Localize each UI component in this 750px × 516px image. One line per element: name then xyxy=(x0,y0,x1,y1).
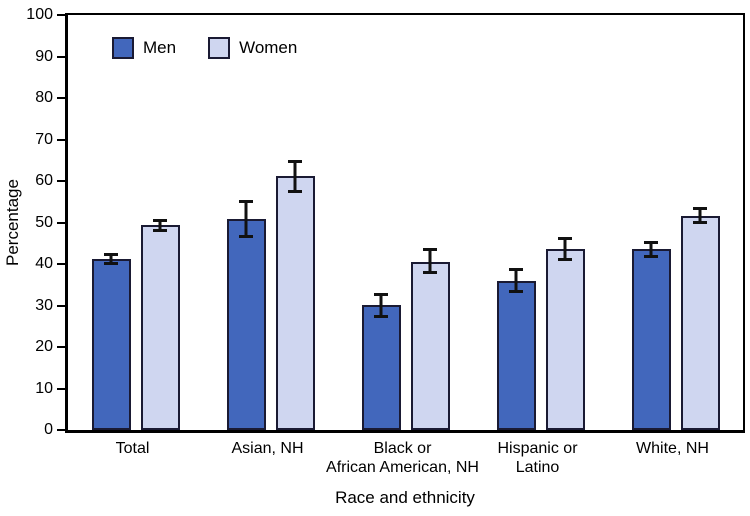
x-category-label: White, NH xyxy=(636,440,709,457)
y-tick xyxy=(57,180,65,182)
error-bar-women xyxy=(428,249,432,273)
bar-women xyxy=(545,249,585,430)
y-tick-label: 70 xyxy=(35,130,53,148)
bar-column-women xyxy=(140,15,180,430)
error-bar-cap xyxy=(423,271,437,275)
y-tick-label: 60 xyxy=(35,172,53,189)
bar-women xyxy=(410,261,450,430)
bar-column-women xyxy=(680,15,720,430)
error-bar-cap xyxy=(558,257,572,261)
error-bar-men xyxy=(244,201,248,237)
legend: Men Women xyxy=(112,37,297,59)
legend-label-women: Women xyxy=(239,38,298,57)
y-tick-label: 80 xyxy=(35,89,53,106)
bar-group xyxy=(68,15,203,430)
legend-item-men: Men xyxy=(112,37,176,59)
x-category-label: Asian, NH xyxy=(231,440,304,457)
y-tick-label: 10 xyxy=(35,379,53,397)
y-axis-title: Percentage xyxy=(3,179,22,267)
legend-item-women: Women xyxy=(208,37,297,59)
error-bar-cap xyxy=(644,254,658,258)
error-bar-cap xyxy=(693,206,707,210)
y-tick-label: 40 xyxy=(35,255,53,272)
error-bar-men xyxy=(109,254,113,264)
bar-column-men xyxy=(496,15,536,430)
error-bar-cap xyxy=(423,247,437,251)
bar-group xyxy=(473,15,608,430)
error-bar-women xyxy=(698,208,702,223)
y-tick xyxy=(57,304,65,307)
legend-swatch-men xyxy=(112,37,134,59)
legend-swatch-women xyxy=(208,37,231,59)
bar-women xyxy=(140,225,180,430)
bar-column-men xyxy=(91,15,131,430)
error-bar-cap xyxy=(288,159,302,163)
error-bar-cap xyxy=(693,221,707,225)
y-tick xyxy=(57,346,65,348)
x-category-label: Hispanic or Latino xyxy=(497,440,578,476)
y-tick-label: 100 xyxy=(26,6,53,23)
x-category-label: Black or African American, NH xyxy=(326,440,479,476)
y-tick-label: 30 xyxy=(35,296,53,314)
error-bar-cap xyxy=(153,218,167,222)
plot-area: Men Women 0 10 20 30 40 50 60 70 80 90 100 xyxy=(26,6,745,438)
error-bar-cap xyxy=(644,240,658,244)
y-tick xyxy=(57,221,65,224)
error-bar-cap xyxy=(374,315,388,319)
error-bar-cap xyxy=(509,267,523,271)
bar-women xyxy=(275,176,315,430)
error-bar-women xyxy=(158,220,162,231)
bar-women xyxy=(680,215,720,430)
error-bar-cap xyxy=(288,190,302,194)
y-tick xyxy=(57,97,65,99)
bar-group xyxy=(203,15,338,430)
y-tick xyxy=(57,429,65,431)
error-bar-women xyxy=(293,161,297,192)
bar-men xyxy=(226,219,266,430)
error-bar-cap xyxy=(104,252,118,256)
bar-men xyxy=(631,249,671,430)
bar-column-men xyxy=(631,15,671,430)
error-bar-cap xyxy=(374,292,388,296)
bar-men xyxy=(496,281,536,430)
error-bar-cap xyxy=(104,262,118,266)
error-bar-cap xyxy=(239,200,253,204)
x-axis-title: Race and ethnicity xyxy=(335,488,475,507)
bar-column-women xyxy=(410,15,450,430)
bar-group xyxy=(338,15,473,430)
y-tick-label: 20 xyxy=(35,338,53,355)
error-bar-men xyxy=(514,269,518,292)
error-bar-cap xyxy=(239,235,253,239)
y-tick xyxy=(57,387,65,390)
bar-group xyxy=(608,15,743,430)
y-tick-label: 90 xyxy=(35,47,53,65)
error-bar-cap xyxy=(558,237,572,241)
y-tick xyxy=(57,263,65,265)
bar-column-women xyxy=(275,15,315,430)
bar-men xyxy=(361,305,401,430)
legend-label-men: Men xyxy=(143,38,177,57)
error-bar-men xyxy=(379,294,383,317)
y-tick-label: 50 xyxy=(35,213,53,231)
error-bar-cap xyxy=(509,290,523,294)
bar-column-men xyxy=(226,15,266,430)
x-axis-labels: Total Asian, NH Black or African American,… xyxy=(65,439,745,483)
y-tick xyxy=(57,55,65,58)
bar-men xyxy=(91,259,131,430)
error-bar-cap xyxy=(153,229,167,233)
bar-column-men xyxy=(361,15,401,430)
x-category-label: Total xyxy=(115,440,150,457)
bar-column-women xyxy=(545,15,585,430)
y-tick xyxy=(57,14,65,16)
y-tick-label: 0 xyxy=(44,421,53,438)
y-tick xyxy=(57,138,65,141)
error-bar-women xyxy=(563,238,567,260)
error-bar-men xyxy=(649,242,653,257)
